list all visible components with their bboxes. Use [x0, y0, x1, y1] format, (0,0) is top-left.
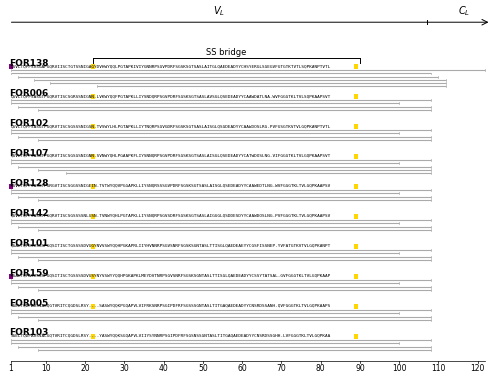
Text: QSALTQPASVSGSPGQSITISCTGSSSSDVGSYNYVSWYYQQHPGKAPKLMEYDVTNRPSGVSNRFSGSKSGNTASLTTI: QSALTQPASVSGSPGQSITISCTGSSSSDVGSYNYVSWYY… — [10, 274, 331, 278]
Bar — [91, 184, 95, 189]
Bar — [91, 94, 95, 99]
Bar — [8, 184, 12, 189]
Text: QSVLTQPPSVSGAPGQRVIISCTGTSSNIGAGYDVHWYQQLPGTAPKIVIYGNNRPSGVPDRFSGSKSGTSASLAITGLQ: QSVLTQPPSVSGAPGQRVIISCTGTSSNIGAGYDVHWYQQ… — [10, 64, 331, 68]
Bar — [91, 334, 95, 339]
Bar — [91, 64, 95, 69]
Bar — [354, 214, 358, 219]
Text: 80: 80 — [316, 364, 326, 373]
Bar — [354, 64, 358, 69]
Bar — [354, 274, 358, 279]
Text: QSALTQPDSVSGSPGQSITISCTGSSSSDVGGYNVVSWYQQHPGKAPRLIIYHVNNRPSGVSNRFSGSKSGNTASLTTIS: QSALTQPDSVSGSPGQSITISCTGSSSSDVGGYNVVSWYQ… — [10, 244, 331, 248]
Text: 20: 20 — [80, 364, 90, 373]
Text: FOR103: FOR103 — [8, 328, 48, 337]
Text: FOR107: FOR107 — [8, 149, 48, 158]
Bar — [354, 94, 358, 99]
Text: 60: 60 — [238, 364, 247, 373]
Text: 120: 120 — [470, 364, 485, 373]
Text: QSVLTQPPSASGTPGRGVTISCSGGSSNIGEIN-TVTWYQQVPGGAPKLLIYSNQRSSSGVPDRFSGSKSGTSASLAISG: QSVLTQPPSASGTPGRGVTISCSGGSSNIGEIN-TVTWYQ… — [10, 184, 331, 188]
Bar — [91, 154, 95, 159]
Bar — [91, 124, 95, 129]
Text: SS bridge: SS bridge — [206, 48, 246, 57]
Text: $C_L$: $C_L$ — [458, 5, 470, 18]
Bar — [8, 64, 12, 69]
Text: 100: 100 — [392, 364, 406, 373]
Text: FOR102: FOR102 — [8, 119, 48, 127]
Bar — [354, 154, 358, 159]
Text: FOR159: FOR159 — [8, 268, 48, 277]
Bar — [354, 304, 358, 309]
Text: 90: 90 — [355, 364, 365, 373]
Bar — [91, 304, 95, 309]
Text: FOR005: FOR005 — [8, 299, 48, 308]
Bar — [354, 244, 358, 249]
Bar — [91, 274, 95, 279]
Text: FOR138: FOR138 — [8, 59, 48, 67]
Text: QSVLTQPPSASGTPGQRVTISCSGSSSNIGSN-TVSWYLHLPGTAPKLLIYTNQRPSGVGDRFSGSKSGTSASLAISGLQ: QSVLTQPPSASGTPGQRVTISCSGSSSNIGSN-TVSWYLH… — [10, 124, 331, 128]
Text: QSVLTQPPSASGTPGQRVTISCSGSSSSNLGSN-TVNWYQHLPGTAPKLLIYSNQRPSGVSDRFSGSKSGTSASLAIGGG: QSVLTQPPSASGTPGQRVTISCSGSSSSNLGSN-TVNWYQ… — [10, 214, 331, 218]
Text: SSELTQDPAVSVALQGTVRITCQGDSLRSY----SASWYQQKPGQAPVLVIFRKSNRPSGIPDFRFSGSSSGNTASLTIT: SSELTQDPAVSVALQGTVRITCQGDSLRSY----SASWYQ… — [10, 304, 331, 308]
Bar — [354, 184, 358, 189]
Bar — [354, 334, 358, 339]
Bar — [354, 124, 358, 129]
Text: FOR142: FOR142 — [8, 208, 48, 218]
Bar — [8, 274, 12, 279]
Text: 40: 40 — [159, 364, 168, 373]
Text: 70: 70 — [276, 364, 286, 373]
Text: SSELTQDPAVSVALGQTVRITCQGDSLRSY----YASWYQQKSGQAPVLVIIYSYNNRPSGIPDFRFSGSNSSGNTASLT: SSELTQDPAVSVALGQTVRITCQGDSLRSY----YASWYQ… — [10, 334, 331, 338]
Text: 30: 30 — [120, 364, 130, 373]
Text: FOR128: FOR128 — [8, 179, 48, 188]
Text: QSVLTQPPSASGTPGQRVTISCSGSGSNIGNN-SVNWYQHLPGAAPKFLIYSNNQRPSGVPDRFSGSKSGTSASLAISGL: QSVLTQPPSASGTPGQRVTISCSGSGSNIGNN-SVNWYQH… — [10, 154, 331, 158]
Text: $V_L$: $V_L$ — [212, 5, 224, 18]
Text: 50: 50 — [198, 364, 208, 373]
Bar — [91, 214, 95, 219]
Text: QSVLTQPPSASGTPGQRVTISCSGRSSNIGNN-LVKWYQQFPGTAPKLLIYSNDQRPSGVPDRFSGSKSGTSASLAVSGL: QSVLTQPPSASGTPGQRVTISCSGRSSNIGNN-LVKWYQQ… — [10, 94, 331, 98]
Text: 1: 1 — [8, 364, 13, 373]
Text: 110: 110 — [431, 364, 446, 373]
Text: FOR006: FOR006 — [8, 89, 48, 98]
Text: FOR101: FOR101 — [8, 239, 48, 248]
Text: 10: 10 — [41, 364, 51, 373]
Bar — [91, 244, 95, 249]
